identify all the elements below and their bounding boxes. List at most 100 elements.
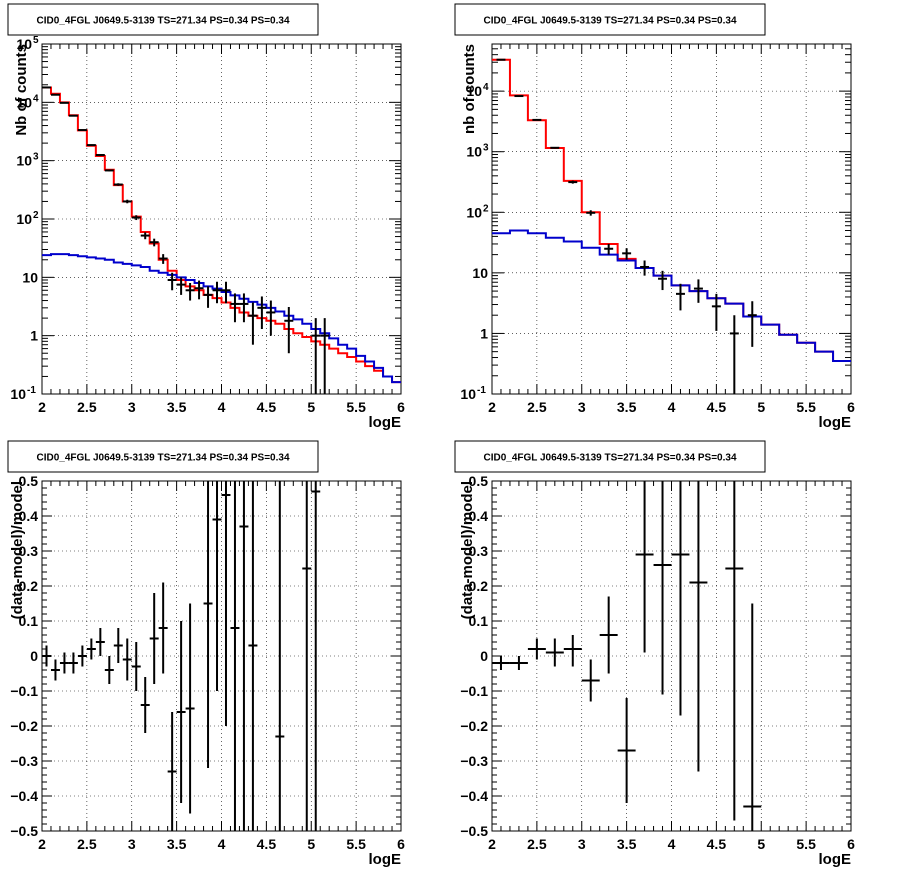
data-point bbox=[545, 638, 564, 667]
data-point bbox=[693, 279, 703, 303]
data-point bbox=[86, 144, 96, 147]
series-group bbox=[42, 481, 321, 831]
data-point bbox=[122, 638, 132, 681]
chart-title: CID0_4FGL J0649.5-3139 TS=271.34 PS=0.34… bbox=[36, 16, 289, 27]
data-point bbox=[743, 603, 762, 831]
data-point bbox=[77, 645, 87, 667]
y-tick-label: 0 bbox=[30, 648, 38, 664]
x-tick-label: 4 bbox=[668, 399, 676, 415]
data-point bbox=[113, 628, 123, 663]
data-point bbox=[635, 481, 654, 653]
y-tick-label: 10 bbox=[22, 269, 38, 285]
y-tick-exponent: 3 bbox=[483, 143, 489, 154]
data-point bbox=[725, 481, 744, 821]
data-point bbox=[212, 481, 222, 691]
data-point bbox=[68, 652, 78, 674]
data-point bbox=[203, 481, 213, 768]
y-tick-label: −0.2 bbox=[460, 718, 488, 734]
total-model-line bbox=[42, 86, 401, 384]
data-point bbox=[230, 293, 240, 323]
data-point bbox=[42, 645, 51, 667]
y-tick-label: 0.1 bbox=[469, 613, 489, 629]
x-tick-label: 3 bbox=[128, 399, 136, 415]
y-tick-label: 0.5 bbox=[469, 473, 489, 489]
data-point bbox=[311, 481, 321, 831]
title-box bbox=[7, 440, 319, 473]
data-point bbox=[604, 243, 614, 255]
x-tick-label: 4.5 bbox=[707, 399, 727, 415]
grid bbox=[492, 481, 851, 831]
data-point bbox=[284, 307, 294, 354]
data-point bbox=[95, 628, 105, 656]
data-point bbox=[311, 318, 321, 394]
data-point bbox=[131, 642, 141, 691]
data-point bbox=[42, 86, 51, 89]
data-point bbox=[194, 280, 204, 300]
data-point bbox=[86, 638, 96, 660]
chart-panel-1: CID0_4FGL J0649.5-3139 TS=271.34 PS=0.34… bbox=[7, 3, 405, 431]
x-axis-label: logE bbox=[369, 851, 402, 868]
y-tick-exponent: -1 bbox=[477, 385, 486, 396]
data-point bbox=[671, 481, 690, 716]
y-tick-label: 10 bbox=[466, 144, 482, 160]
data-point bbox=[568, 180, 578, 184]
data-point bbox=[104, 656, 114, 684]
background-model-line bbox=[42, 253, 401, 384]
y-tick-label: 0.4 bbox=[19, 508, 39, 524]
x-tick-label: 5.5 bbox=[346, 399, 366, 415]
y-tick-label: 10 bbox=[16, 36, 32, 52]
x-tick-label: 6 bbox=[397, 836, 405, 852]
x-tick-label: 3 bbox=[578, 836, 586, 852]
x-tick-label: 6 bbox=[847, 399, 855, 415]
data-point bbox=[653, 481, 672, 695]
y-tick-label: 10 bbox=[16, 94, 32, 110]
data-point bbox=[622, 248, 632, 260]
data-point bbox=[185, 282, 195, 301]
y-axis-label: (data-model)/model bbox=[9, 481, 26, 619]
data-point bbox=[675, 283, 685, 311]
x-axis-label: logE bbox=[819, 414, 852, 431]
x-tick-label: 4 bbox=[668, 836, 676, 852]
data-point bbox=[302, 481, 312, 831]
data-point bbox=[658, 270, 668, 291]
x-tick-label: 2.5 bbox=[527, 399, 547, 415]
y-axis-label: (data-model)/model bbox=[459, 481, 476, 619]
data-point bbox=[203, 286, 213, 308]
data-point bbox=[266, 300, 276, 336]
data-point bbox=[95, 154, 105, 157]
chart-panel-3: CID0_4FGL J0649.5-3139 TS=271.34 PS=0.34… bbox=[7, 440, 405, 868]
x-tick-label: 2.5 bbox=[527, 836, 547, 852]
background-model-line bbox=[492, 229, 851, 363]
x-tick-label: 2 bbox=[488, 399, 496, 415]
x-tick-label: 3.5 bbox=[617, 399, 637, 415]
data-point bbox=[167, 272, 177, 291]
grid bbox=[42, 44, 401, 394]
y-tick-exponent: -1 bbox=[27, 385, 36, 396]
data-point bbox=[230, 481, 240, 831]
y-tick-exponent: 3 bbox=[33, 152, 39, 163]
data-point bbox=[581, 659, 600, 702]
x-tick-label: 3.5 bbox=[167, 836, 187, 852]
grid bbox=[42, 481, 401, 831]
y-tick-label: −0.5 bbox=[460, 823, 488, 839]
x-tick-label: 3 bbox=[578, 399, 586, 415]
data-point bbox=[176, 277, 186, 295]
y-axis-label: nb of counts bbox=[461, 44, 478, 134]
x-tick-label: 2 bbox=[38, 399, 46, 415]
x-tick-label: 6 bbox=[397, 399, 405, 415]
data-point bbox=[221, 281, 231, 304]
y-tick-exponent: 4 bbox=[483, 82, 489, 93]
series-group bbox=[492, 481, 762, 831]
y-tick-label: −0.3 bbox=[10, 753, 38, 769]
data-point bbox=[77, 129, 87, 132]
data-point bbox=[640, 260, 650, 276]
data-point bbox=[729, 315, 739, 394]
x-tick-label: 3.5 bbox=[617, 836, 637, 852]
series-group bbox=[492, 58, 851, 394]
y-tick-label: 10 bbox=[10, 386, 26, 402]
x-tick-label: 4.5 bbox=[257, 836, 277, 852]
x-tick-label: 4 bbox=[218, 399, 226, 415]
y-tick-label: 0.3 bbox=[469, 543, 489, 559]
x-tick-label: 5 bbox=[757, 836, 765, 852]
